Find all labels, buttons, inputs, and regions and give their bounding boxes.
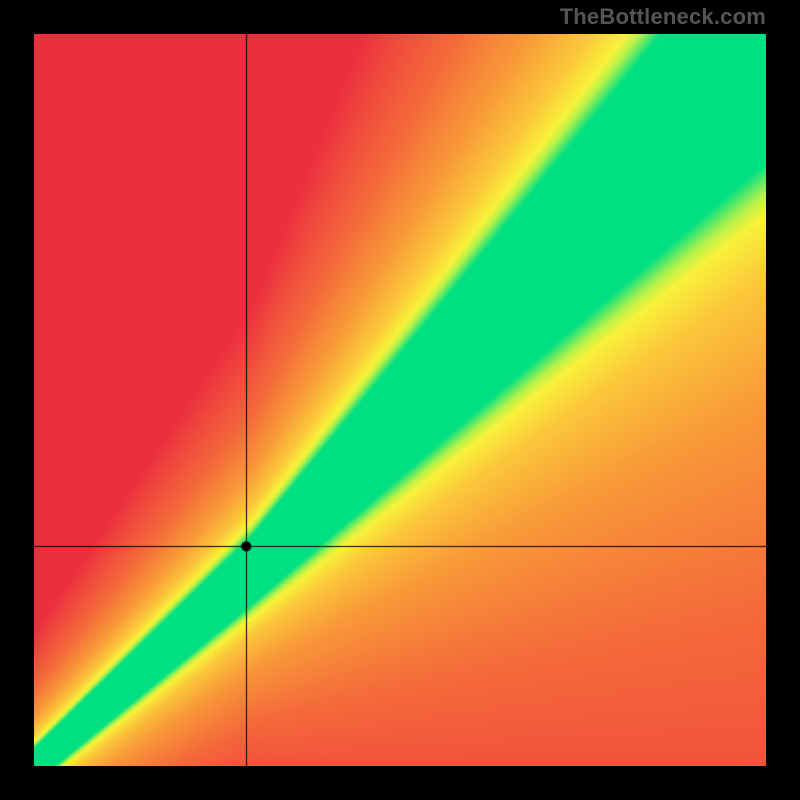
watermark-label: TheBottleneck.com — [560, 4, 766, 30]
bottleneck-heatmap — [34, 34, 766, 766]
chart-container: TheBottleneck.com — [0, 0, 800, 800]
